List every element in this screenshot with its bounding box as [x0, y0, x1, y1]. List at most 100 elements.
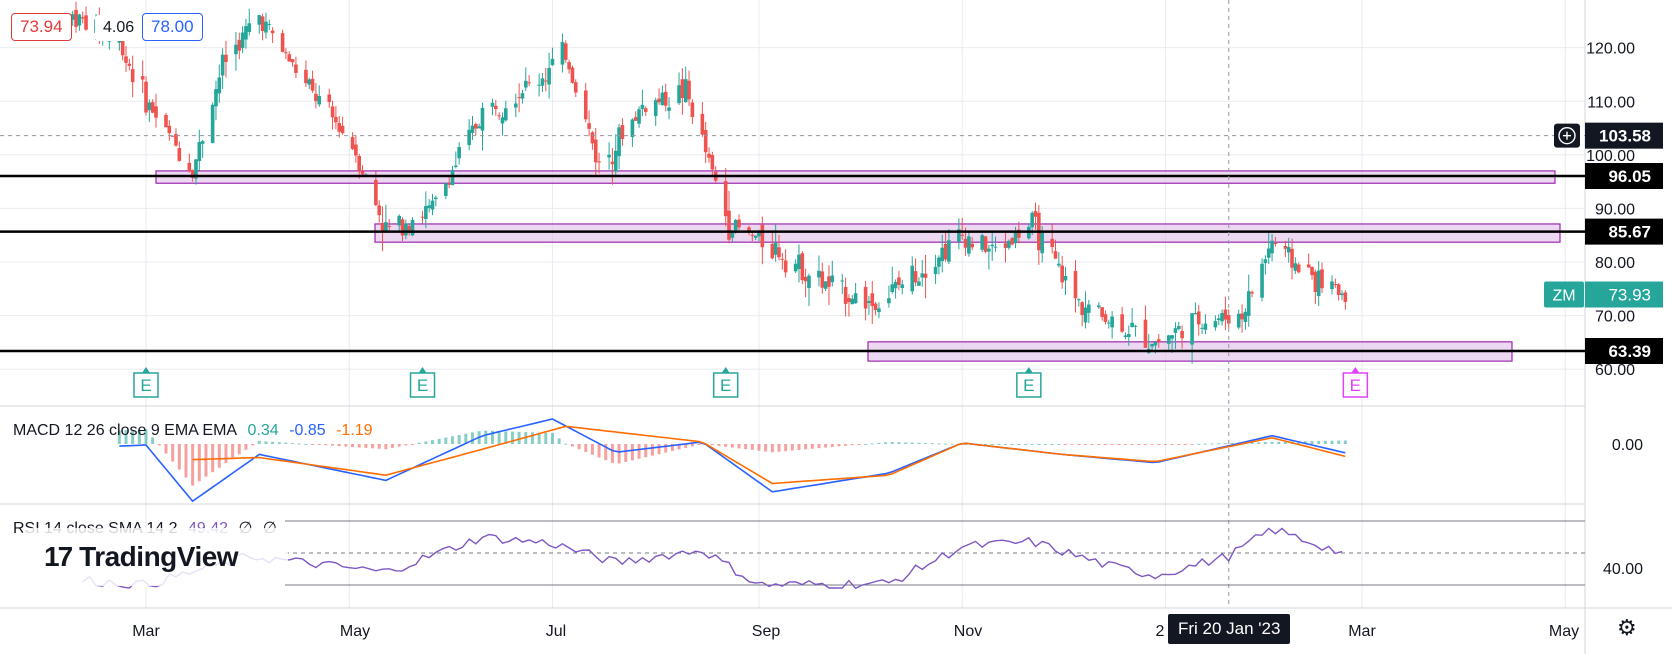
- macd-line[interactable]: [119, 418, 1346, 503]
- candle[interactable]: [317, 85, 322, 107]
- candle[interactable]: [1200, 323, 1204, 334]
- candle[interactable]: [610, 148, 615, 185]
- candle[interactable]: [550, 47, 555, 66]
- candle[interactable]: [967, 231, 971, 257]
- candle[interactable]: [800, 251, 805, 285]
- earnings-marker[interactable]: E: [1016, 367, 1042, 398]
- candle[interactable]: [154, 93, 158, 128]
- candle[interactable]: [1306, 253, 1311, 268]
- candle[interactable]: [350, 132, 355, 151]
- candle[interactable]: [1050, 224, 1054, 254]
- candle[interactable]: [330, 100, 335, 130]
- candle[interactable]: [1110, 311, 1114, 339]
- candle[interactable]: [494, 99, 498, 116]
- candle[interactable]: [643, 106, 648, 117]
- candle[interactable]: [517, 83, 521, 113]
- candle[interactable]: [873, 301, 878, 316]
- candle[interactable]: [1223, 296, 1228, 331]
- candle[interactable]: [194, 159, 198, 185]
- candle[interactable]: [187, 153, 192, 173]
- candle[interactable]: [454, 151, 458, 169]
- candle[interactable]: [957, 218, 961, 250]
- candle[interactable]: [900, 279, 905, 295]
- candle[interactable]: [147, 99, 152, 122]
- candle[interactable]: [1173, 322, 1178, 349]
- candle[interactable]: [730, 232, 735, 242]
- candle[interactable]: [1296, 262, 1301, 274]
- candle[interactable]: [560, 33, 565, 73]
- candle[interactable]: [547, 52, 551, 99]
- candle[interactable]: [663, 83, 668, 112]
- candle[interactable]: [537, 73, 541, 97]
- rsi-pane[interactable]: [82, 520, 1585, 590]
- candle[interactable]: [513, 93, 518, 118]
- candle[interactable]: [247, 8, 252, 36]
- candle[interactable]: [843, 277, 848, 317]
- candle[interactable]: [1010, 236, 1014, 246]
- candle[interactable]: [1340, 290, 1344, 301]
- candle[interactable]: [337, 115, 342, 138]
- candle[interactable]: [260, 13, 265, 41]
- earnings-marker[interactable]: E: [133, 367, 159, 398]
- candle[interactable]: [1120, 306, 1124, 333]
- candle[interactable]: [200, 139, 205, 158]
- candle[interactable]: [387, 219, 391, 231]
- candle[interactable]: [980, 233, 985, 253]
- candle[interactable]: [960, 217, 965, 240]
- candle[interactable]: [920, 259, 925, 287]
- candle[interactable]: [707, 147, 711, 163]
- candle[interactable]: [683, 66, 688, 103]
- candle[interactable]: [563, 40, 568, 63]
- candle[interactable]: [993, 236, 998, 252]
- candle[interactable]: [1283, 240, 1288, 258]
- candle[interactable]: [280, 29, 285, 53]
- candle[interactable]: [257, 14, 262, 34]
- tradingview-logo[interactable]: 17 TradingView: [20, 528, 288, 586]
- candle[interactable]: [1260, 258, 1264, 302]
- candle[interactable]: [940, 234, 945, 273]
- candle[interactable]: [237, 32, 242, 60]
- candle[interactable]: [820, 262, 825, 294]
- rsi-line[interactable]: [82, 527, 1343, 590]
- candle[interactable]: [570, 65, 575, 84]
- candle[interactable]: [310, 70, 315, 93]
- candle[interactable]: [397, 214, 401, 233]
- candle[interactable]: [1143, 305, 1148, 348]
- candle[interactable]: [923, 254, 928, 299]
- candle[interactable]: [1087, 299, 1091, 324]
- candle[interactable]: [983, 235, 988, 254]
- earnings-marker[interactable]: E: [409, 367, 436, 398]
- candle[interactable]: [793, 259, 798, 273]
- candle[interactable]: [420, 210, 425, 224]
- candle[interactable]: [867, 295, 871, 315]
- candle[interactable]: [287, 51, 292, 62]
- candle[interactable]: [1150, 343, 1154, 351]
- candle[interactable]: [797, 244, 801, 283]
- candle[interactable]: [377, 200, 382, 223]
- candle[interactable]: [84, 6, 88, 31]
- candle[interactable]: [1250, 290, 1254, 298]
- candle[interactable]: [490, 98, 495, 116]
- candle[interactable]: [240, 26, 245, 54]
- candle[interactable]: [890, 266, 895, 294]
- candle[interactable]: [1063, 266, 1068, 295]
- level-price-label[interactable]: 96.05: [1585, 163, 1663, 189]
- candle[interactable]: [947, 229, 951, 265]
- candle[interactable]: [467, 119, 471, 151]
- candle[interactable]: [617, 123, 621, 170]
- candle[interactable]: [803, 268, 808, 298]
- candle[interactable]: [80, 11, 85, 24]
- candle[interactable]: [470, 115, 475, 140]
- candle[interactable]: [1003, 231, 1008, 263]
- candle[interactable]: [1203, 314, 1208, 335]
- candle[interactable]: [424, 191, 428, 229]
- candle[interactable]: [1083, 291, 1088, 329]
- candle[interactable]: [1100, 307, 1104, 321]
- candle[interactable]: [527, 75, 531, 87]
- candle[interactable]: [523, 67, 528, 92]
- candle[interactable]: [657, 88, 661, 105]
- price-axis[interactable]: 120.00 110.00 100.00 90.00 80.00 70.00 60.00 10…: [1544, 41, 1663, 578]
- candle[interactable]: [1133, 324, 1138, 337]
- candle[interactable]: [653, 97, 658, 126]
- candle[interactable]: [1216, 314, 1221, 326]
